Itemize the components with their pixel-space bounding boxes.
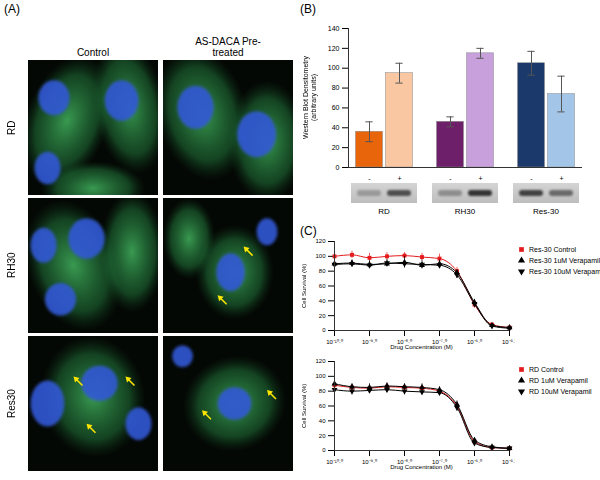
html-text:Cell Survival (%): Cell Survival (%) [301, 383, 307, 428]
svg-text:40: 40 [319, 418, 326, 424]
html-text:RH30: RH30 [6, 252, 17, 279]
svg-text:120: 120 [315, 238, 326, 244]
svg-text:10⁻⁷·⁰: 10⁻⁷·⁰ [432, 338, 447, 345]
svg-text:80: 80 [319, 388, 326, 394]
html-text:RD Control: RD Control [529, 366, 564, 373]
svg-text:100: 100 [315, 373, 326, 379]
html-text:Cell Survival (%): Cell Survival (%) [301, 263, 307, 308]
svg-text:100: 100 [315, 253, 326, 259]
svg-text:10⁻¹⁰·⁰: 10⁻¹⁰·⁰ [326, 338, 343, 345]
html-text:RH30: RH30 [454, 207, 476, 216]
svg-text:140: 140 [328, 25, 340, 32]
svg-text:+: + [397, 175, 401, 181]
svg-text:10⁻⁷·⁰: 10⁻⁷·⁰ [432, 458, 447, 465]
svg-text:10⁻⁵·⁰: 10⁻⁵·⁰ [502, 458, 515, 465]
html-text:Res-30 1uM Verapamil: Res-30 1uM Verapamil [529, 257, 600, 264]
svg-text:-: - [449, 175, 452, 181]
svg-text:10⁻¹⁰·⁰: 10⁻¹⁰·⁰ [326, 458, 343, 465]
html-text:RD: RD [378, 207, 390, 216]
html-text:AS-DACA Pre-treated: AS-DACA Pre-treated [195, 36, 261, 58]
svg-text:10⁻⁵·⁰: 10⁻⁵·⁰ [502, 338, 515, 345]
svg-text:+: + [559, 175, 563, 181]
svg-text:20: 20 [319, 433, 326, 439]
html-text:Western Blot Densitometry (arb: Western Blot Densitometry (arbitrary uni… [302, 55, 317, 140]
svg-text:60: 60 [332, 104, 340, 111]
svg-text:+: + [478, 175, 482, 181]
svg-text:120: 120 [328, 45, 340, 52]
svg-text:100: 100 [328, 64, 340, 71]
svg-text:10⁻⁹·⁰: 10⁻⁹·⁰ [362, 458, 377, 465]
html-text:(A): (A) [4, 2, 20, 16]
svg-text:10⁻⁸·⁰: 10⁻⁸·⁰ [397, 338, 412, 345]
html-text:RD 10uM Verapamil: RD 10uM Verapamil [529, 388, 592, 395]
svg-text:-: - [368, 175, 371, 181]
svg-text:10⁻⁹·⁰: 10⁻⁹·⁰ [362, 338, 377, 345]
svg-text:0: 0 [322, 447, 326, 453]
html-text:RD 1uM Verapamil: RD 1uM Verapamil [529, 377, 588, 384]
svg-text:10⁻⁶·⁰: 10⁻⁶·⁰ [467, 458, 482, 465]
svg-text:0: 0 [322, 327, 326, 333]
svg-text:80: 80 [332, 84, 340, 91]
html-text:RD: RD [6, 120, 17, 135]
html-text:(B): (B) [300, 2, 316, 16]
html-text:Res-30 Control: Res-30 Control [529, 246, 577, 253]
html-text:Res30: Res30 [6, 389, 17, 418]
html-text:Drug Concentration (M): Drug Concentration (M) [390, 344, 453, 350]
html-text:(C): (C) [300, 224, 317, 238]
svg-text:0: 0 [336, 164, 340, 171]
html-text:Drug Concentration (M): Drug Concentration (M) [390, 464, 453, 470]
svg-text:120: 120 [315, 358, 326, 364]
svg-text:10⁻⁸·⁰: 10⁻⁸·⁰ [397, 458, 412, 465]
svg-text:60: 60 [319, 403, 326, 409]
svg-text:40: 40 [319, 298, 326, 304]
svg-text:20: 20 [319, 313, 326, 319]
html-text:Res-30: Res-30 [533, 207, 559, 216]
svg-text:10⁻⁶·⁰: 10⁻⁶·⁰ [467, 338, 482, 345]
svg-text:40: 40 [332, 124, 340, 131]
svg-text:80: 80 [319, 268, 326, 274]
svg-text:60: 60 [319, 283, 326, 289]
html-text:Control: Control [76, 47, 110, 58]
svg-text:20: 20 [332, 144, 340, 151]
svg-text:-: - [530, 175, 533, 181]
